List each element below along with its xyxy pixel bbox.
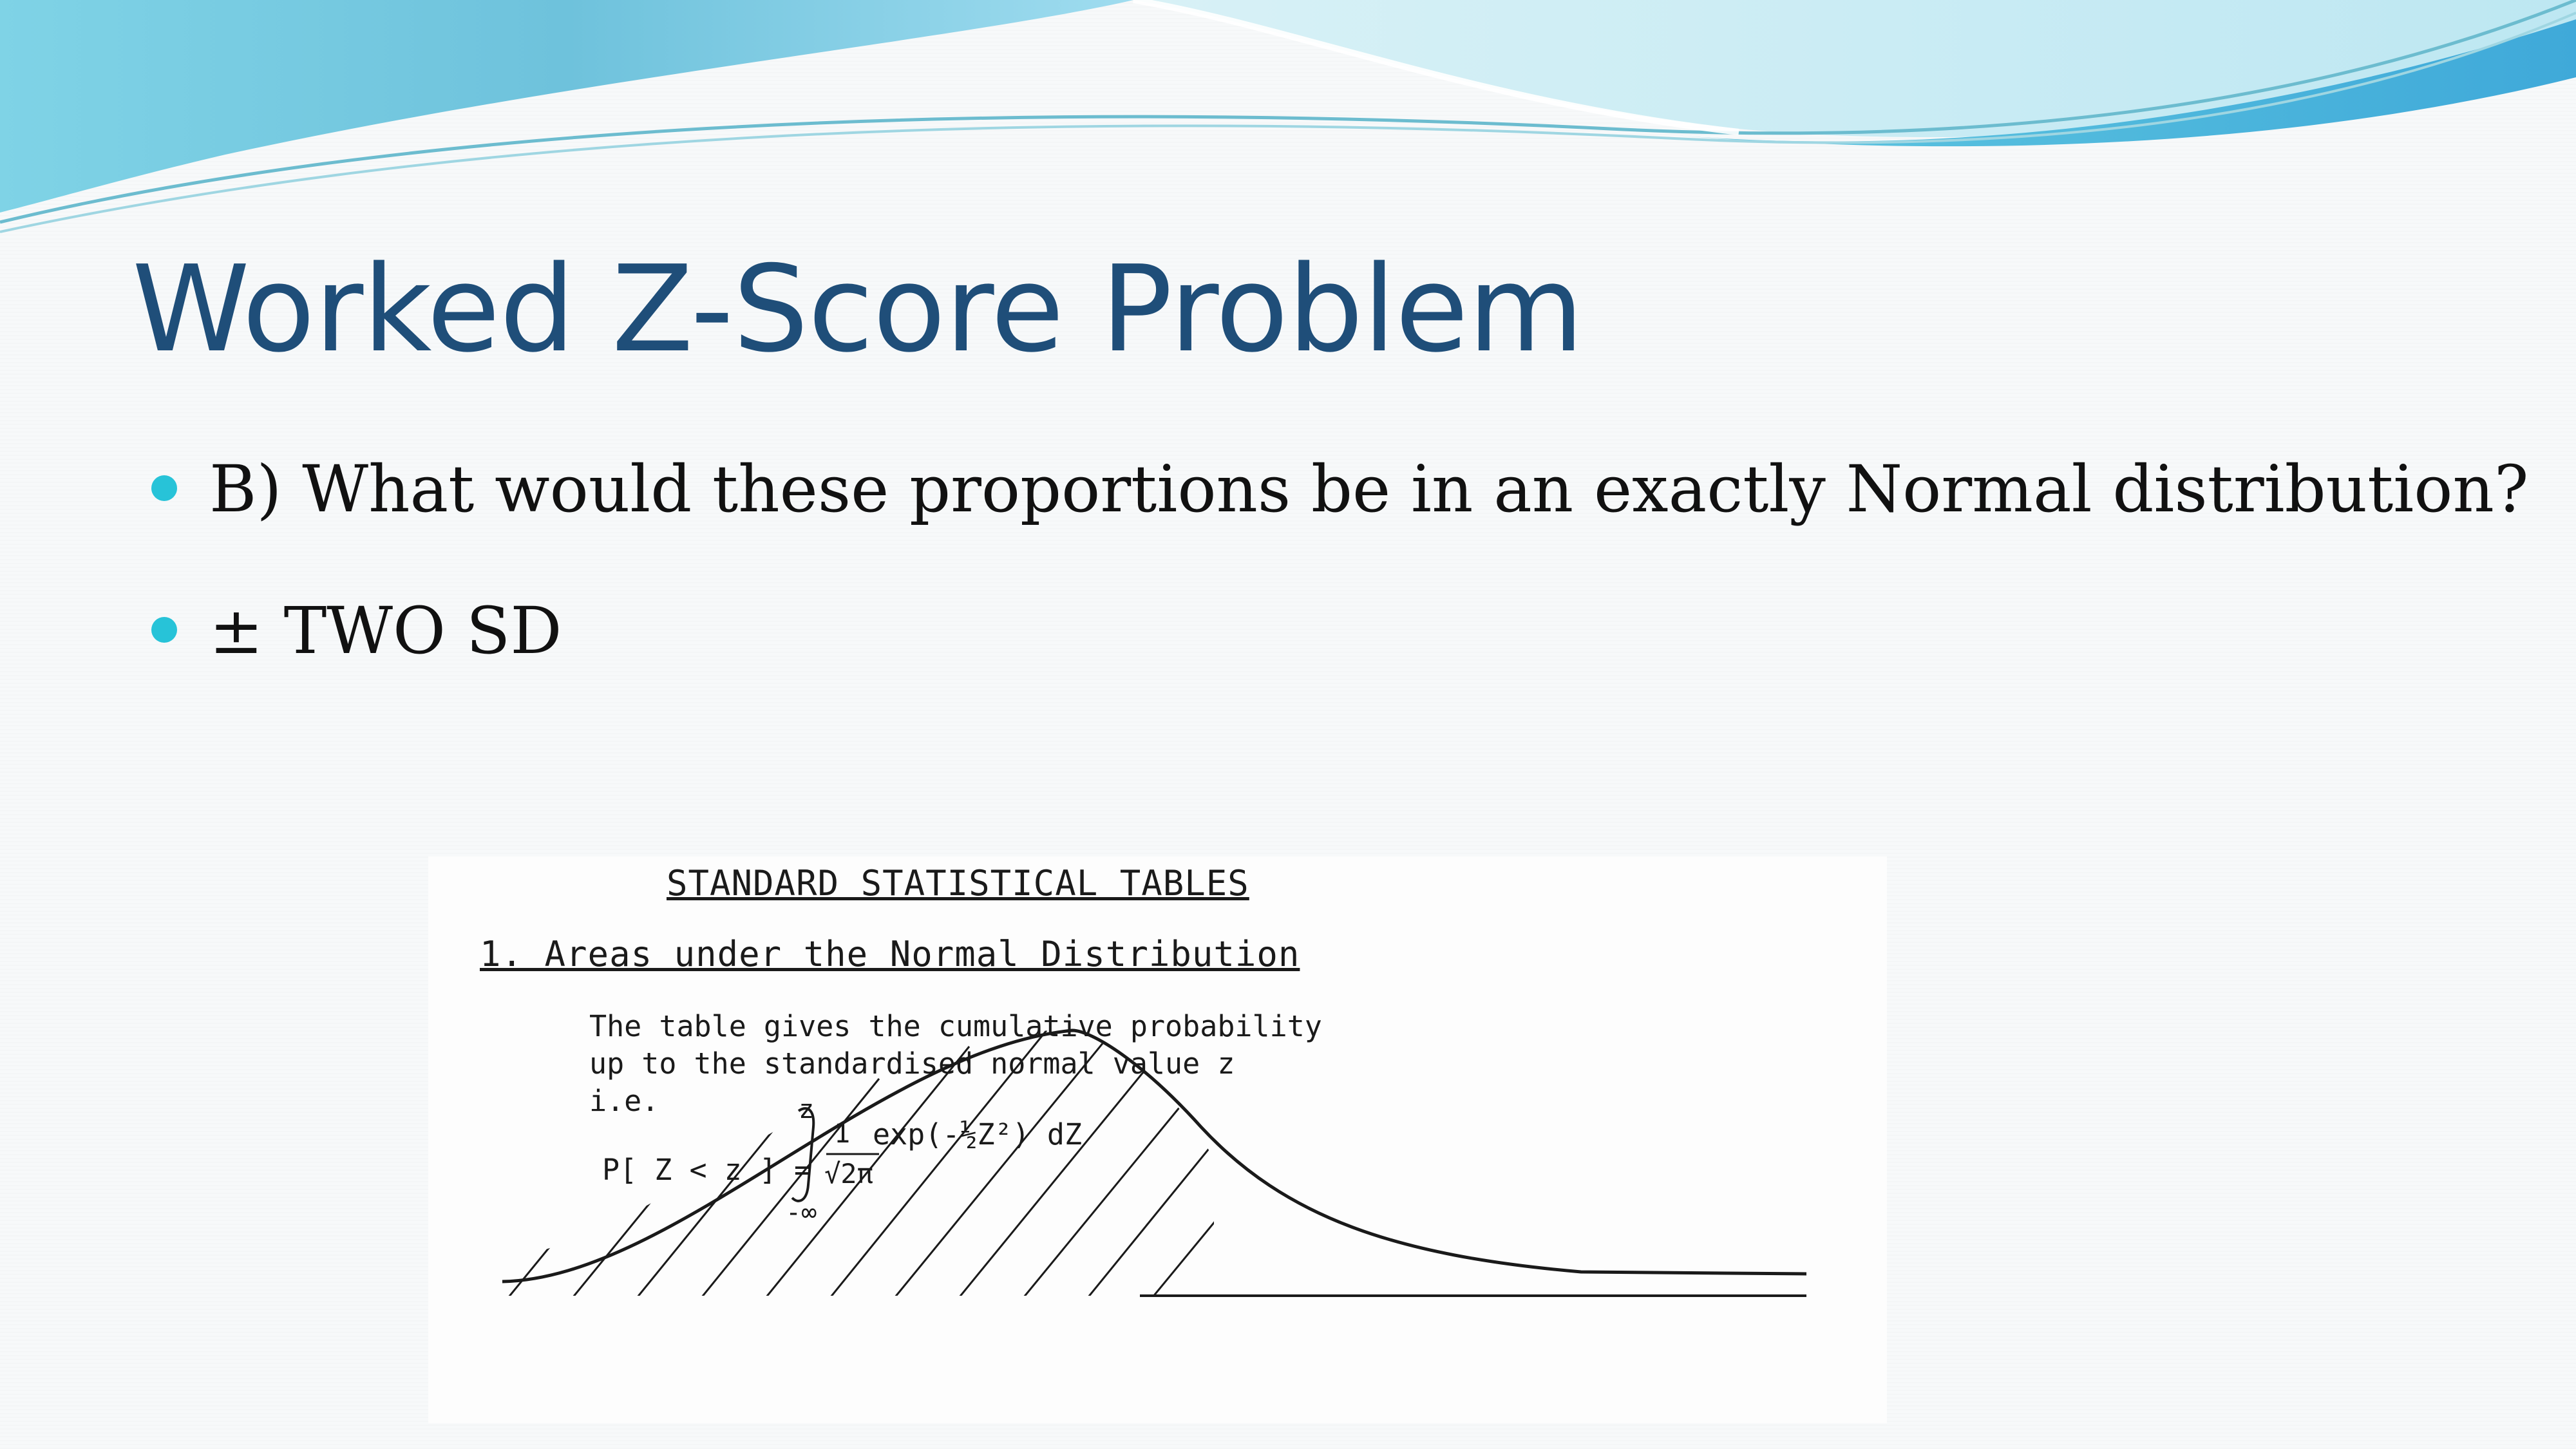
bullet-item: B) What would these proportions be in an… (148, 444, 2528, 535)
table-description: The table gives the cumulative probabili… (589, 1008, 1322, 1120)
normal-curve-line (502, 1028, 1807, 1283)
shaded-area-hatching (504, 1030, 1214, 1296)
description-line: up to the standardised normal value z (589, 1046, 1235, 1081)
bullet-text: B) What would these proportions be in an… (209, 451, 2529, 527)
slide-title: Worked Z-Score Problem (132, 240, 1584, 379)
table-heading: STANDARD STATISTICAL TABLES (667, 863, 1249, 904)
header-wave-decoration (0, 0, 2576, 233)
integral-lower-limit: -∞ (786, 1198, 817, 1227)
bullet-list: B) What would these proportions be in an… (148, 444, 2528, 676)
formula-lhs: P[ Z < z ] = (602, 1153, 812, 1187)
formula-symbols (791, 1107, 879, 1202)
bullet-dot-icon (151, 617, 177, 643)
normal-curve-diagram (502, 1028, 1807, 1297)
table-subheading: 1. Areas under the Normal Distribution (480, 934, 1300, 974)
description-line: The table gives the cumulative probabili… (589, 1009, 1322, 1043)
normal-table-image: STANDARD STATISTICAL TABLES 1. Areas und… (428, 857, 1887, 1423)
description-line: i.e. (589, 1084, 659, 1118)
bullet-item: ± TWO SD (148, 586, 2528, 676)
bullet-dot-icon (151, 475, 177, 501)
bullet-text: ± TWO SD (209, 593, 562, 668)
integral-sign-icon (791, 1107, 815, 1202)
